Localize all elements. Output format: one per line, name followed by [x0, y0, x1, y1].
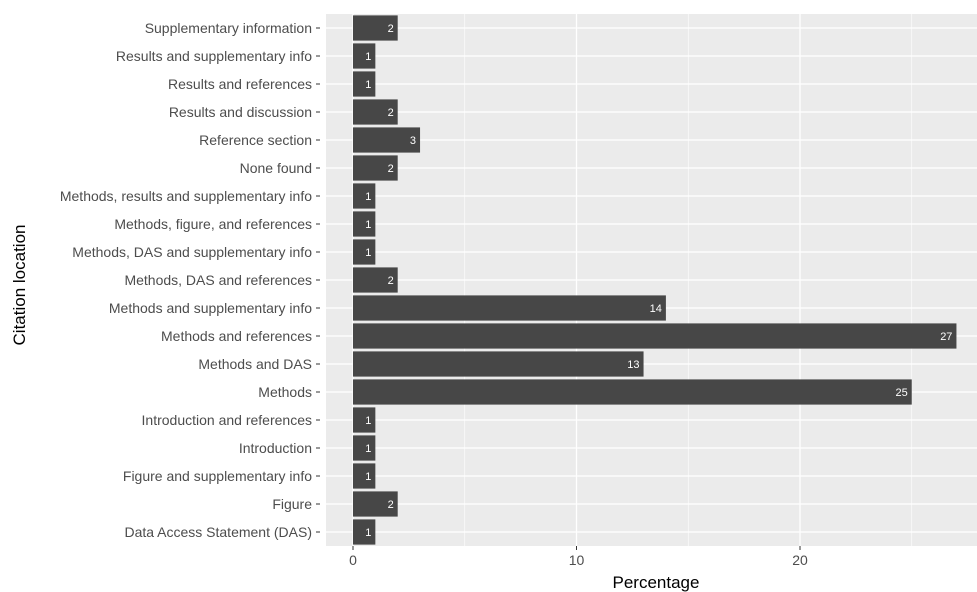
category-label: Figure — [272, 496, 312, 512]
data-label: 1 — [365, 191, 371, 203]
category-label: Figure and supplementary info — [123, 468, 312, 484]
bar — [353, 43, 376, 69]
bar — [353, 155, 398, 181]
bar — [353, 239, 376, 265]
category-label: Reference section — [199, 132, 312, 148]
bar — [353, 127, 421, 153]
category-label: Results and discussion — [169, 104, 312, 120]
category-label: Results and supplementary info — [116, 48, 312, 64]
x-tick-label: 0 — [349, 552, 357, 568]
bar — [353, 519, 376, 545]
data-label: 1 — [365, 415, 371, 427]
bar — [353, 211, 376, 237]
data-label: 2 — [388, 499, 394, 511]
bar — [353, 295, 666, 321]
category-label: Methods — [258, 384, 312, 400]
bar — [353, 379, 912, 405]
data-label: 1 — [365, 471, 371, 483]
x-tick-label: 20 — [792, 552, 808, 568]
bar — [353, 323, 957, 349]
data-label: 25 — [896, 387, 908, 399]
category-label: Methods, figure, and references — [114, 216, 312, 232]
category-label: Results and references — [168, 76, 312, 92]
category-label: Methods, DAS and references — [124, 272, 312, 288]
data-label: 2 — [388, 23, 394, 35]
data-label: 1 — [365, 79, 371, 91]
x-axis-title: Percentage — [613, 573, 700, 592]
data-label: 1 — [365, 527, 371, 539]
data-label: 1 — [365, 247, 371, 259]
data-label: 2 — [388, 163, 394, 175]
data-label: 1 — [365, 219, 371, 231]
category-label: Methods, DAS and supplementary info — [72, 244, 312, 260]
x-axis-ticks: 0 10 20 — [349, 546, 808, 568]
category-label: Introduction and references — [142, 412, 312, 428]
data-label: 13 — [627, 359, 639, 371]
data-label: 27 — [940, 331, 952, 343]
bar — [353, 71, 376, 97]
y-axis-title: Citation location — [10, 225, 29, 346]
data-labels: 2 1 1 2 3 2 1 1 1 2 14 27 13 25 1 1 1 2 1 — [365, 23, 952, 539]
category-label: Supplementary information — [145, 20, 312, 36]
data-label: 14 — [650, 303, 662, 315]
bar — [353, 407, 376, 433]
category-label: Methods and DAS — [198, 356, 312, 372]
bar — [353, 491, 398, 517]
data-label: 1 — [365, 51, 371, 63]
bar — [353, 183, 376, 209]
data-label: 2 — [388, 275, 394, 287]
data-label: 2 — [388, 107, 394, 119]
bar — [353, 435, 376, 461]
category-label: Methods and supplementary info — [109, 300, 312, 316]
category-label: None found — [240, 160, 312, 176]
category-label: Data Access Statement (DAS) — [124, 524, 312, 540]
bar — [353, 99, 398, 125]
category-label: Methods, results and supplementary info — [60, 188, 312, 204]
category-label: Methods and references — [161, 328, 312, 344]
y-axis-categories: Supplementary information Results and sup… — [60, 20, 320, 540]
x-tick-label: 10 — [569, 552, 585, 568]
bar — [353, 463, 376, 489]
data-label: 1 — [365, 443, 371, 455]
data-label: 3 — [410, 135, 416, 147]
bar — [353, 351, 644, 377]
bar — [353, 267, 398, 293]
bar — [353, 15, 398, 41]
bars — [353, 15, 957, 545]
category-label: Introduction — [239, 440, 312, 456]
